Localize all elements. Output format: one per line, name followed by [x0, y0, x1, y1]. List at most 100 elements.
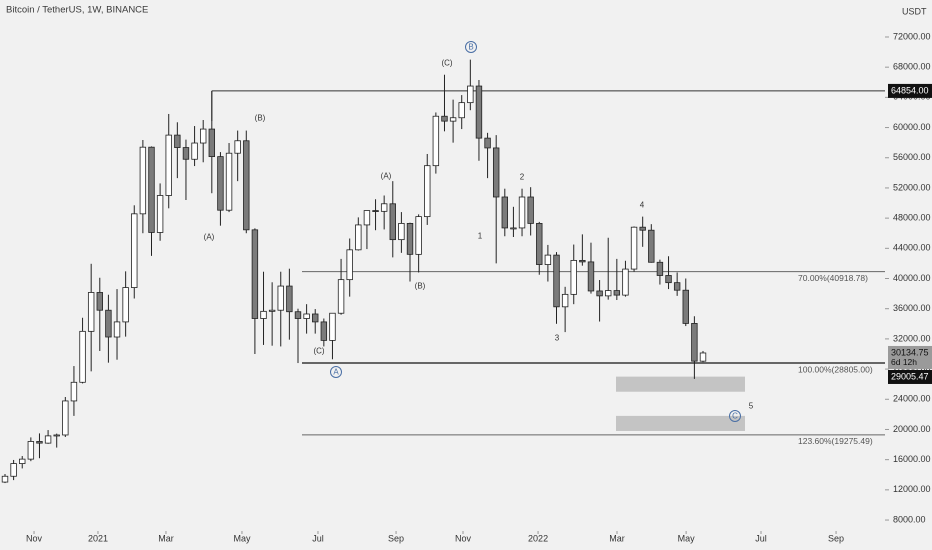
wave-label: (B) — [255, 114, 266, 123]
candle-body — [337, 279, 345, 314]
y-tick-label: 36000.00 — [893, 303, 931, 313]
candle-body — [191, 142, 198, 160]
candle-body — [312, 313, 319, 323]
x-tick-label: Jul — [312, 533, 324, 543]
candle-body — [199, 128, 207, 144]
candle-body — [665, 275, 672, 284]
x-tick-label: May — [233, 533, 251, 543]
candle-body — [630, 226, 638, 270]
candle-body — [234, 140, 241, 154]
y-tick-label: 44000.00 — [893, 243, 931, 253]
y-tick-label: 72000.00 — [893, 31, 931, 41]
wave-circle — [729, 410, 741, 422]
y-tick-label: 24000.00 — [893, 394, 931, 404]
candle-body — [639, 226, 646, 231]
wave-circle — [465, 41, 477, 53]
candle-body — [699, 352, 707, 362]
candle-body — [406, 223, 414, 255]
candle-body — [260, 310, 267, 319]
y-tick-label: 40000.00 — [893, 273, 931, 283]
candle-body — [458, 102, 465, 119]
zone — [616, 415, 745, 431]
candle-body — [165, 134, 172, 196]
x-tick-label: Sep — [828, 533, 844, 543]
x-tick-label: Sep — [388, 533, 404, 543]
y-tick-label: 52000.00 — [893, 182, 931, 192]
candle-body — [53, 434, 60, 437]
candle-body — [613, 290, 621, 296]
candle-body — [217, 156, 224, 211]
candle-body — [492, 147, 500, 198]
y-tick-label: 20000.00 — [893, 424, 931, 434]
candle-body — [320, 321, 328, 341]
candle-body — [673, 282, 681, 291]
candle-body — [467, 85, 474, 104]
candle-body — [518, 196, 526, 229]
candle-body — [536, 223, 543, 265]
wave-label: (C) — [441, 59, 452, 68]
candle-body — [96, 292, 103, 311]
candle-body — [648, 229, 655, 263]
candle-body — [113, 321, 121, 338]
wave-label: 1 — [478, 232, 483, 241]
candle-body — [656, 261, 664, 276]
price-tag-label: 64854.00 — [891, 85, 929, 95]
y-tick-label: 60000.00 — [893, 122, 931, 132]
x-tick-label: Nov — [455, 533, 472, 543]
candle-body — [303, 313, 310, 319]
wave-label: B — [468, 43, 473, 52]
y-tick-label: 68000.00 — [893, 62, 931, 72]
wave-label: C — [732, 412, 738, 421]
countdown: 6d 12h — [891, 357, 917, 367]
candle-body — [286, 285, 293, 313]
wave-label: 2 — [520, 173, 525, 182]
candle-body — [36, 441, 43, 444]
candle-body — [131, 213, 138, 288]
candle-body — [501, 196, 509, 229]
candle-body — [105, 309, 112, 338]
fib-label: 100.00%(28805.00) — [798, 364, 873, 374]
x-tick-label: Mar — [158, 533, 174, 543]
price-tag-bg — [888, 369, 932, 384]
candle-body — [70, 381, 78, 402]
candle-body — [122, 287, 129, 323]
x-tick-label: Mar — [609, 533, 625, 543]
candle-body — [579, 259, 586, 263]
candle-body — [87, 292, 95, 332]
candle-body — [355, 224, 362, 251]
candle-body — [389, 203, 396, 241]
candle-body — [415, 216, 422, 255]
zone — [616, 376, 745, 392]
x-tick-label: May — [678, 533, 696, 543]
candle-body — [553, 254, 560, 308]
candle-body — [432, 115, 440, 167]
candle-body — [449, 117, 457, 122]
candle-body — [79, 330, 86, 383]
candle-body — [596, 290, 603, 297]
candle-body — [174, 134, 181, 148]
candle-body — [1, 475, 9, 483]
wave-label: 5 — [749, 402, 754, 411]
candle-body — [225, 152, 233, 211]
y-tick-label: 56000.00 — [893, 152, 931, 162]
candle-body — [398, 223, 405, 241]
wave-circle — [330, 366, 342, 378]
candle-body — [587, 261, 595, 292]
x-tick-label: Jul — [755, 533, 767, 543]
candle-body — [372, 210, 379, 212]
candle-body — [484, 137, 491, 149]
candle-body — [251, 229, 259, 319]
fib-label: 70.00%(40918.78) — [798, 273, 868, 283]
candle-body — [527, 196, 534, 224]
candle-body — [475, 85, 483, 139]
wave-label: (A) — [204, 233, 215, 242]
candle-body — [561, 293, 569, 308]
candle-body — [243, 140, 250, 231]
wave-label: 3 — [555, 334, 560, 343]
y-tick-label: 8000.00 — [893, 514, 926, 524]
wave-label: (B) — [415, 282, 426, 291]
candle-body — [682, 289, 689, 324]
candle-body — [441, 115, 448, 122]
candle-body — [156, 195, 164, 233]
